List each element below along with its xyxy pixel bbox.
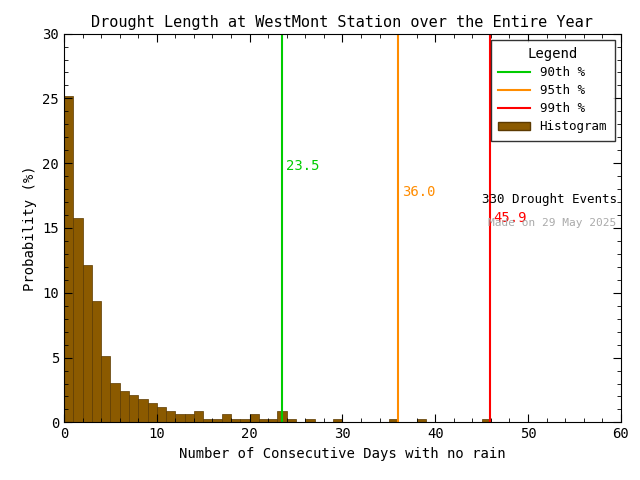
Bar xyxy=(83,265,92,422)
Bar xyxy=(147,403,157,422)
Bar xyxy=(138,399,148,422)
Bar xyxy=(481,419,491,422)
Text: 36.0: 36.0 xyxy=(402,185,435,199)
Bar xyxy=(388,419,398,422)
Y-axis label: Probability (%): Probability (%) xyxy=(23,165,37,291)
Bar xyxy=(175,415,184,422)
Bar xyxy=(305,419,314,422)
Bar xyxy=(268,419,277,422)
Text: Made on 29 May 2025: Made on 29 May 2025 xyxy=(488,218,616,228)
Bar xyxy=(157,407,166,422)
Text: 23.5: 23.5 xyxy=(286,159,319,173)
Bar xyxy=(92,300,101,422)
Bar xyxy=(204,419,212,422)
Bar xyxy=(250,415,259,422)
Text: 330 Drought Events: 330 Drought Events xyxy=(482,193,616,206)
Bar xyxy=(231,419,241,422)
Bar xyxy=(259,419,268,422)
Bar xyxy=(333,419,342,422)
Bar xyxy=(212,419,222,422)
Bar xyxy=(101,356,111,422)
Title: Drought Length at WestMont Station over the Entire Year: Drought Length at WestMont Station over … xyxy=(92,15,593,30)
Bar xyxy=(129,395,138,422)
Legend: 90th %, 95th %, 99th %, Histogram: 90th %, 95th %, 99th %, Histogram xyxy=(491,40,614,141)
Bar xyxy=(166,410,175,422)
Bar xyxy=(64,96,73,422)
Bar xyxy=(287,419,296,422)
Bar xyxy=(120,391,129,422)
X-axis label: Number of Consecutive Days with no rain: Number of Consecutive Days with no rain xyxy=(179,447,506,461)
Text: 45.9: 45.9 xyxy=(493,211,527,225)
Bar xyxy=(194,410,204,422)
Bar xyxy=(241,419,250,422)
Bar xyxy=(111,383,120,422)
Bar xyxy=(222,415,231,422)
Bar xyxy=(417,419,426,422)
Bar xyxy=(73,218,83,422)
Bar xyxy=(278,410,287,422)
Bar xyxy=(184,415,194,422)
